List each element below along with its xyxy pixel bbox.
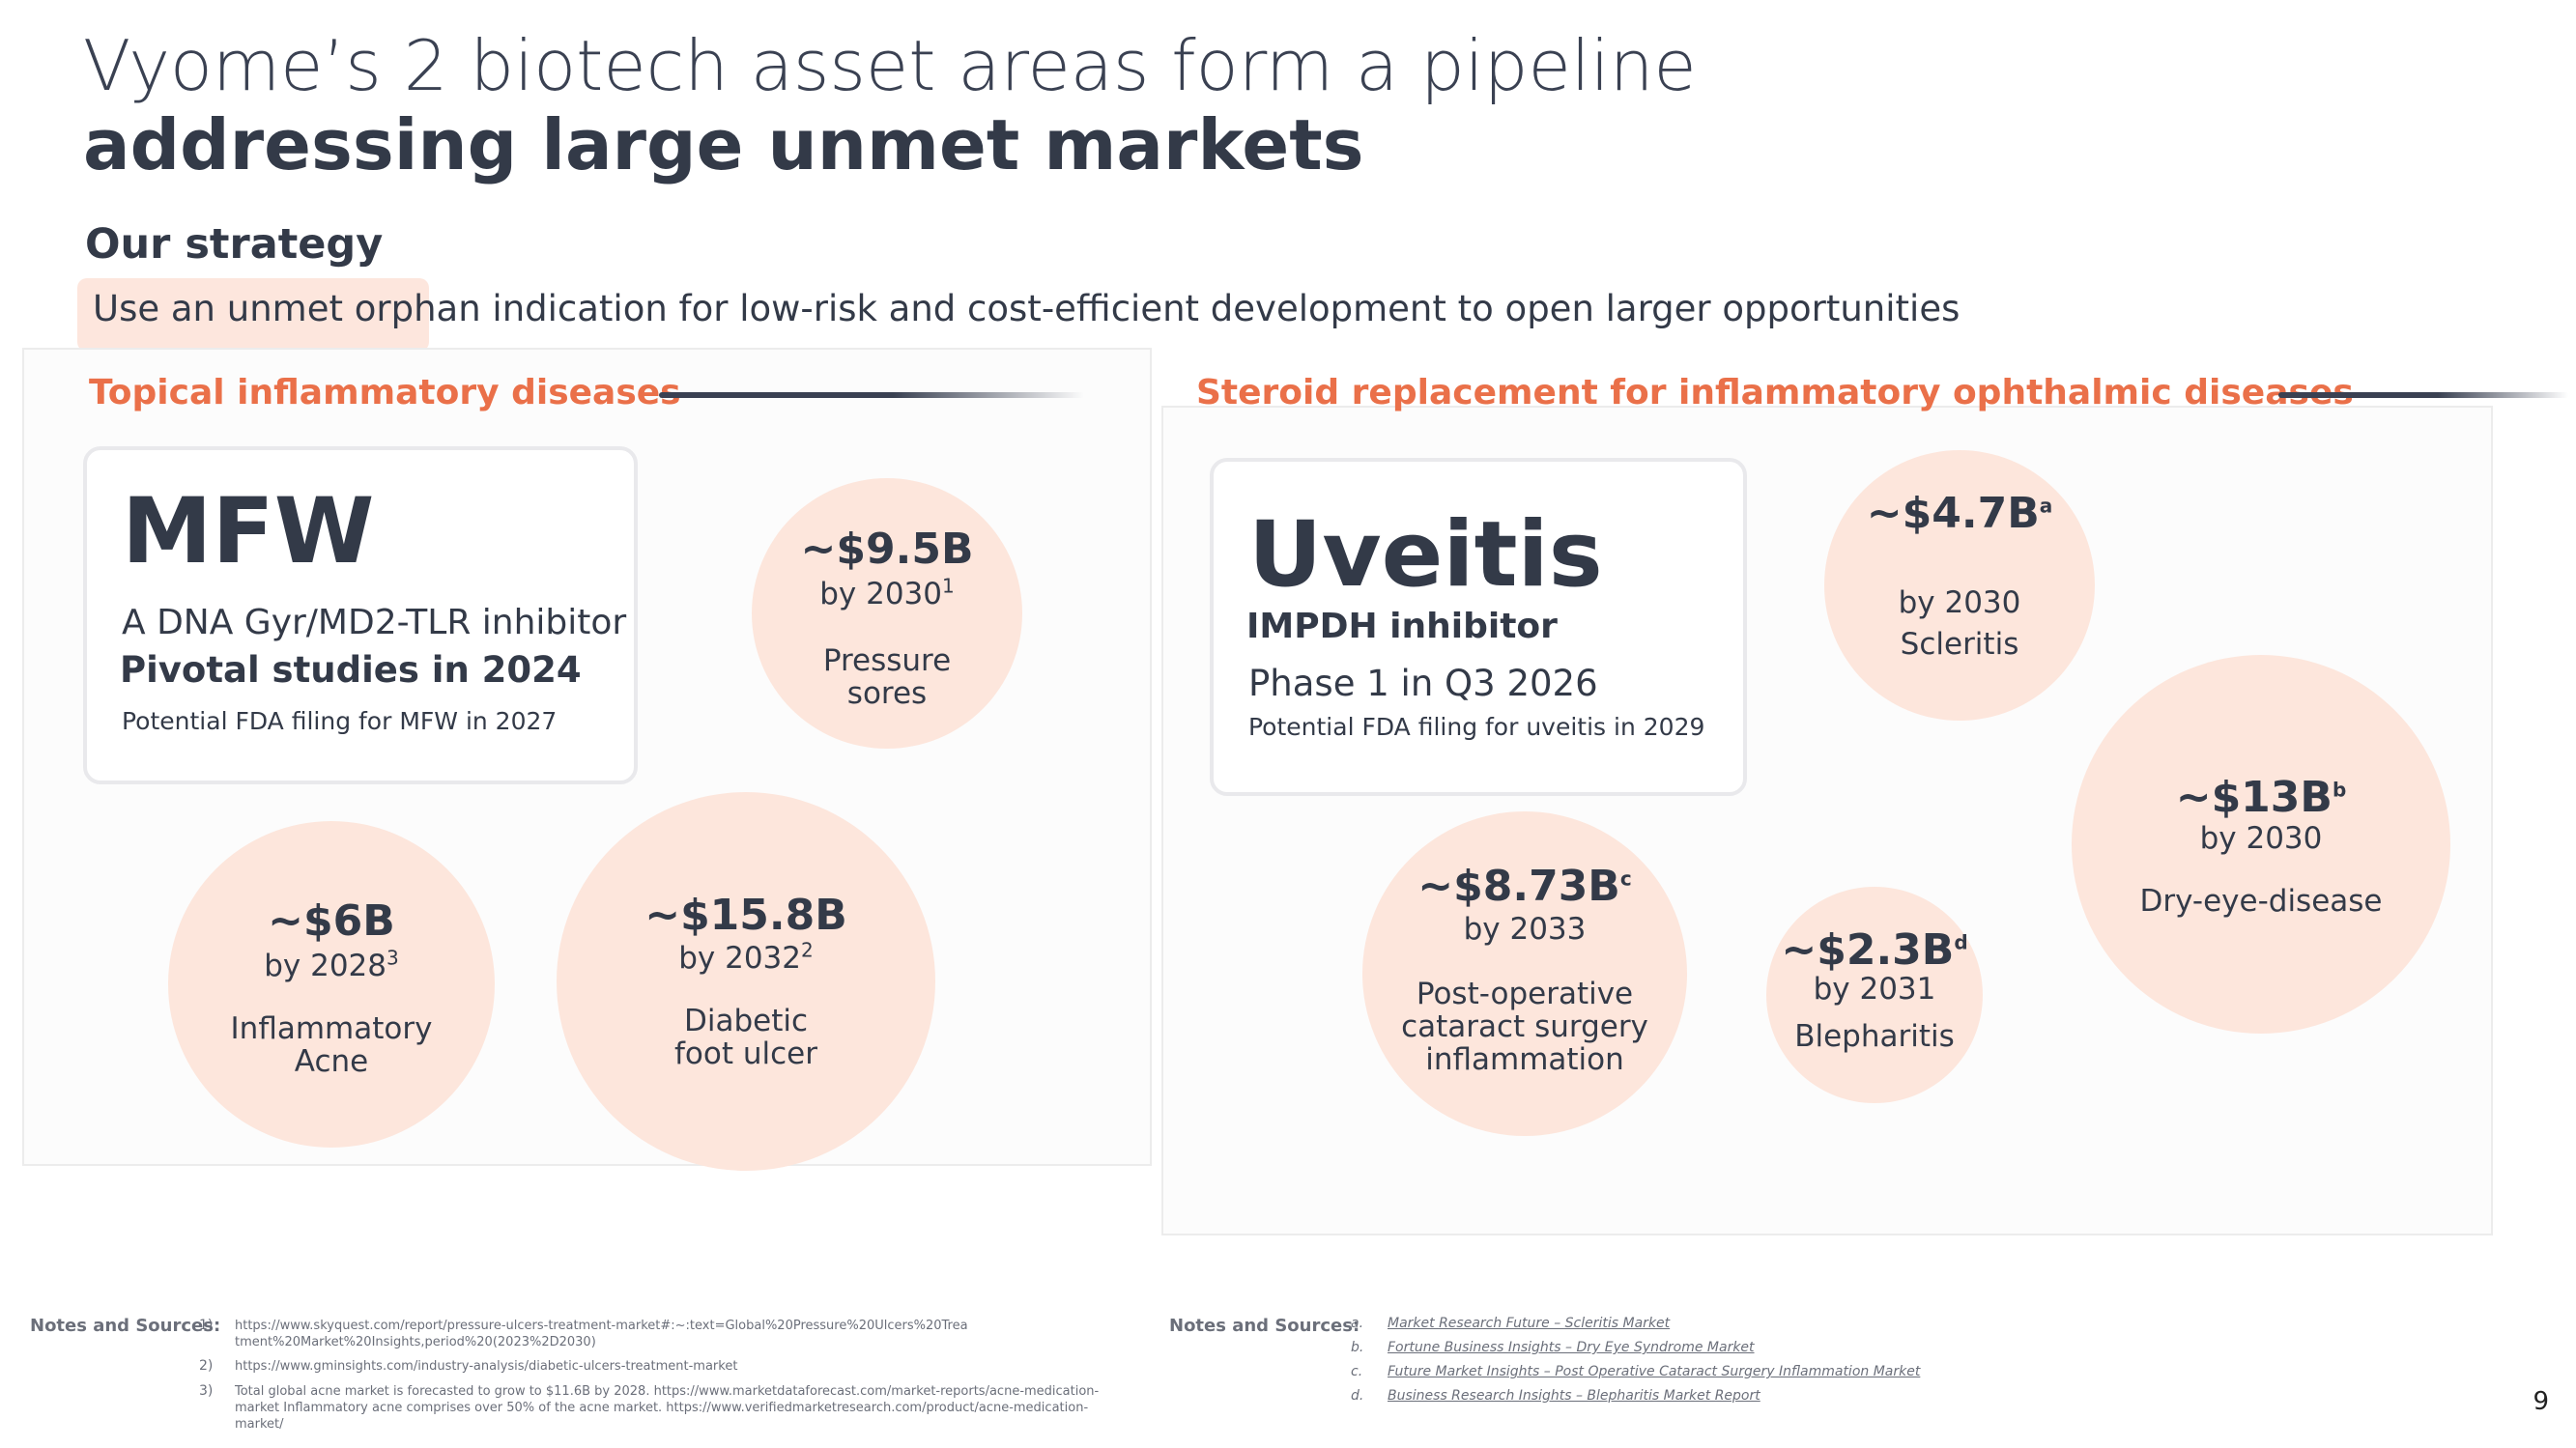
source-link-scleritis[interactable]: Market Research Future – Scleritis Marke… bbox=[1388, 1316, 1671, 1331]
strategy-highlight bbox=[77, 278, 429, 352]
bubble-label: Post-operative cataract surgery inflamma… bbox=[1401, 977, 1648, 1077]
mfw-status: Pivotal studies in 2024 bbox=[120, 649, 582, 691]
bubble-dry-eye-disease: ~$13Bb by 2030 Dry-eye-disease bbox=[2072, 655, 2450, 1034]
bubble-label: Inflammatory Acne bbox=[230, 1011, 433, 1079]
bubble-year: by 2030 bbox=[1898, 585, 2021, 620]
bubble-label: Diabetic foot ulcer bbox=[674, 1004, 817, 1071]
bubble-year: by 2031 bbox=[1813, 972, 1936, 1007]
bubble-year: by 20301 bbox=[819, 574, 955, 611]
source-link-cataract[interactable]: Future Market Insights – Post Operative … bbox=[1388, 1364, 1921, 1379]
bubble-cataract-inflammation: ~$8.73Bc by 2033 Post-operative cataract… bbox=[1362, 811, 1687, 1136]
uveitis-mechanism: IMPDH inhibitor bbox=[1246, 607, 1558, 646]
page-title-line1: Vyome’s 2 biotech asset areas form a pip… bbox=[83, 25, 1697, 106]
uveitis-status: Phase 1 in Q3 2026 bbox=[1248, 663, 1598, 704]
bubble-amount: ~$4.7Ba bbox=[1866, 489, 2053, 538]
page-title-line2: addressing large unmet markets bbox=[83, 104, 1364, 185]
notes-right-heading: Notes and Sources: bbox=[1169, 1316, 1360, 1336]
notes-left-heading: Notes and Sources: bbox=[30, 1316, 221, 1336]
bubble-scleritis: ~$4.7Ba by 2030 Scleritis bbox=[1824, 450, 2095, 721]
source-link-dry-eye[interactable]: Fortune Business Insights – Dry Eye Synd… bbox=[1388, 1340, 1755, 1355]
bubble-amount: ~$6B bbox=[268, 896, 395, 946]
note-marker: 3) bbox=[199, 1383, 214, 1399]
bubble-label: Pressure sores bbox=[822, 643, 952, 711]
note-marker: a. bbox=[1351, 1316, 1364, 1331]
strategy-heading: Our strategy bbox=[85, 220, 384, 269]
right-section-title: Steroid replacement for inflammatory oph… bbox=[1196, 373, 2354, 412]
strategy-text: Use an unmet orphan indication for low-r… bbox=[93, 288, 1961, 329]
bubble-inflammatory-acne: ~$6B by 20283 Inflammatory Acne bbox=[168, 821, 495, 1148]
bubble-label: Scleritis bbox=[1900, 627, 2019, 662]
bubble-label: Dry-eye-disease bbox=[2139, 884, 2383, 919]
bubble-amount: ~$9.5B bbox=[800, 525, 974, 574]
mfw-card: MFW A DNA Gyr/MD2-TLR inhibitor Pivotal … bbox=[83, 446, 638, 784]
note-marker: d. bbox=[1351, 1388, 1364, 1404]
bubble-amount: ~$2.3Bd bbox=[1781, 925, 1968, 975]
page-number: 9 bbox=[2533, 1387, 2549, 1416]
bubble-amount: ~$13Bb bbox=[2175, 773, 2347, 822]
bubble-amount: ~$15.8B bbox=[644, 891, 847, 940]
mfw-filing: Potential FDA filing for MFW in 2027 bbox=[122, 707, 558, 735]
bubble-year: by 20322 bbox=[678, 938, 814, 976]
note-marker: 1) bbox=[199, 1318, 214, 1333]
uveitis-name: Uveitis bbox=[1248, 502, 1603, 608]
bubble-year: by 20283 bbox=[264, 946, 399, 983]
uveitis-filing: Potential FDA filing for uveitis in 2029 bbox=[1248, 713, 1705, 741]
bubble-pressure-sores: ~$9.5B by 20301 Pressure sores bbox=[752, 478, 1022, 749]
note-marker: b. bbox=[1351, 1340, 1364, 1355]
mfw-name: MFW bbox=[122, 479, 375, 584]
note-marker: c. bbox=[1351, 1364, 1363, 1379]
left-section-title: Topical inflammatory diseases bbox=[89, 373, 681, 412]
bubble-year: by 2030 bbox=[2199, 821, 2323, 856]
source-link-blepharitis[interactable]: Business Research Insights – Blepharitis… bbox=[1388, 1388, 1760, 1404]
note-text: https://www.skyquest.com/report/pressure… bbox=[235, 1319, 968, 1349]
bubble-label: Blepharitis bbox=[1794, 1019, 1955, 1054]
mfw-mechanism: A DNA Gyr/MD2-TLR inhibitor bbox=[122, 603, 627, 642]
note-text: https://www.gminsights.com/industry-anal… bbox=[235, 1359, 738, 1374]
left-section-rule bbox=[659, 392, 1084, 398]
bubble-amount: ~$8.73Bc bbox=[1417, 862, 1632, 911]
bubble-blepharitis: ~$2.3Bd by 2031 Blepharitis bbox=[1766, 887, 1983, 1103]
note-marker: 2) bbox=[199, 1358, 214, 1374]
bubble-year: by 2033 bbox=[1463, 912, 1587, 947]
note-text: Total global acne market is forecasted t… bbox=[235, 1384, 1100, 1432]
bubble-diabetic-foot-ulcer: ~$15.8B by 20322 Diabetic foot ulcer bbox=[557, 792, 935, 1171]
right-section-rule bbox=[2278, 392, 2568, 398]
uveitis-card: Uveitis IMPDH inhibitor Phase 1 in Q3 20… bbox=[1210, 458, 1747, 796]
